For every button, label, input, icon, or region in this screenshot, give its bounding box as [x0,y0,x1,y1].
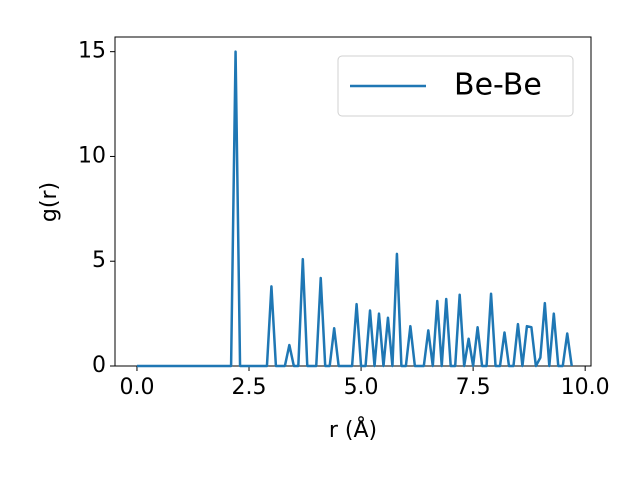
line-series [136,50,573,368]
y-tick-label: 0 [92,353,106,378]
y-tick-label: 15 [78,39,106,64]
x-tick-label: 7.5 [456,375,491,400]
legend-box [337,55,574,117]
x-tick-label: 10.0 [561,375,610,400]
x-tick-label: 2.5 [232,375,267,400]
y-tick-label: 5 [92,248,106,273]
x-tick-label: 5.0 [344,375,379,400]
y-axis-label: g(r) [37,182,62,222]
legend-label: Be-Be [454,68,542,103]
y-tick-label: 10 [78,143,106,168]
x-tick-label: 0.0 [119,375,154,400]
x-axis-label: r (Å) [329,416,377,443]
